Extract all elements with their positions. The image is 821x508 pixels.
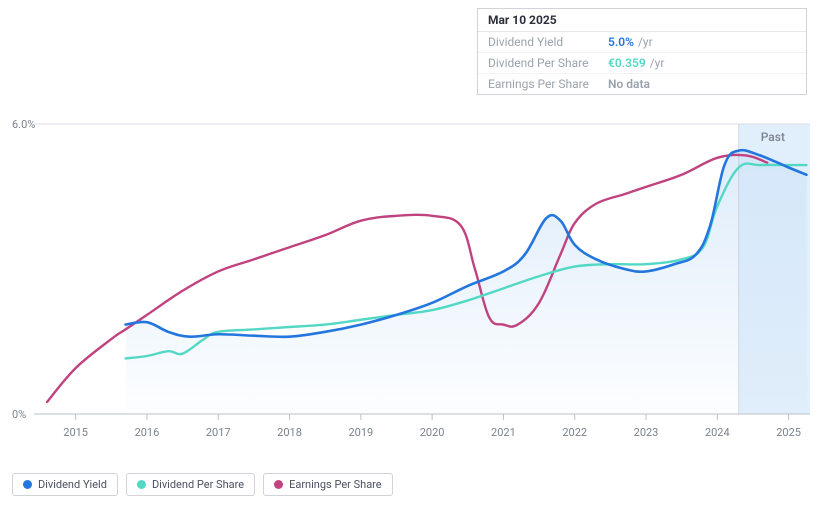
legend-item-dividend-yield[interactable]: Dividend Yield (12, 473, 118, 496)
svg-text:2023: 2023 (634, 426, 659, 439)
legend-label: Earnings Per Share (289, 478, 382, 491)
svg-text:2018: 2018 (277, 426, 302, 439)
tooltip-date: Mar 10 2025 (478, 9, 806, 32)
legend-dot (23, 480, 32, 489)
svg-text:2022: 2022 (562, 426, 587, 439)
legend-dot (137, 480, 146, 489)
legend: Dividend Yield Dividend Per Share Earnin… (12, 473, 393, 496)
svg-text:2019: 2019 (348, 426, 373, 439)
legend-dot (274, 480, 283, 489)
svg-text:2024: 2024 (705, 426, 730, 439)
tooltip-label: Dividend Per Share (488, 56, 608, 70)
legend-item-dividend-per-share[interactable]: Dividend Per Share (126, 473, 255, 496)
svg-text:6.0%: 6.0% (12, 118, 35, 131)
svg-text:2021: 2021 (491, 426, 516, 439)
legend-label: Dividend Per Share (152, 478, 244, 491)
tooltip-row-dividend-per-share: Dividend Per Share €0.359/yr (478, 53, 806, 74)
svg-text:2017: 2017 (206, 426, 231, 439)
tooltip-value: No data (608, 77, 654, 91)
tooltip-box: Mar 10 2025 Dividend Yield 5.0%/yr Divid… (477, 8, 807, 95)
tooltip-label: Dividend Yield (488, 35, 608, 49)
tooltip-value: €0.359/yr (608, 56, 664, 70)
tooltip-row-earnings-per-share: Earnings Per Share No data (478, 74, 806, 94)
past-label: Past (761, 130, 785, 144)
tooltip-label: Earnings Per Share (488, 77, 608, 91)
tooltip-value: 5.0%/yr (608, 35, 653, 49)
svg-text:2015: 2015 (63, 426, 88, 439)
tooltip-row-dividend-yield: Dividend Yield 5.0%/yr (478, 32, 806, 53)
svg-text:2016: 2016 (135, 426, 160, 439)
legend-item-earnings-per-share[interactable]: Earnings Per Share (263, 473, 393, 496)
svg-text:0%: 0% (12, 408, 26, 421)
svg-text:2020: 2020 (420, 426, 445, 439)
svg-text:2025: 2025 (776, 426, 801, 439)
legend-label: Dividend Yield (38, 478, 107, 491)
